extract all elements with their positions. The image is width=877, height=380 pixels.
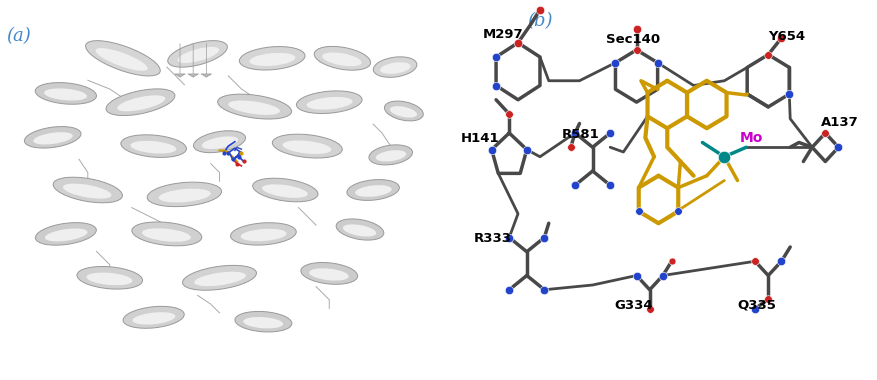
Ellipse shape: [282, 141, 331, 154]
Ellipse shape: [53, 177, 122, 203]
Text: A137: A137: [820, 116, 858, 129]
Ellipse shape: [35, 82, 96, 104]
Ellipse shape: [193, 131, 246, 153]
Ellipse shape: [35, 223, 96, 245]
Ellipse shape: [25, 127, 81, 148]
Ellipse shape: [33, 132, 73, 144]
Ellipse shape: [45, 228, 88, 241]
Ellipse shape: [159, 189, 210, 203]
Ellipse shape: [346, 180, 399, 200]
Ellipse shape: [217, 94, 291, 119]
Ellipse shape: [314, 46, 370, 70]
Ellipse shape: [343, 224, 376, 237]
Ellipse shape: [253, 178, 317, 202]
Ellipse shape: [309, 268, 348, 280]
Ellipse shape: [389, 106, 417, 118]
Ellipse shape: [240, 229, 286, 241]
Ellipse shape: [354, 185, 391, 197]
Ellipse shape: [147, 182, 221, 207]
Ellipse shape: [384, 101, 423, 121]
Ellipse shape: [142, 228, 190, 242]
Ellipse shape: [243, 317, 282, 328]
Ellipse shape: [44, 89, 87, 101]
Text: Y654: Y654: [767, 30, 804, 43]
Ellipse shape: [375, 150, 406, 161]
Text: R581: R581: [561, 128, 599, 141]
Ellipse shape: [235, 312, 291, 332]
Ellipse shape: [249, 53, 295, 66]
Ellipse shape: [63, 184, 111, 199]
Ellipse shape: [132, 222, 202, 246]
Ellipse shape: [261, 184, 307, 198]
Text: G334: G334: [614, 299, 652, 312]
Ellipse shape: [132, 312, 175, 325]
Ellipse shape: [306, 97, 352, 110]
Ellipse shape: [368, 145, 412, 165]
Ellipse shape: [106, 89, 175, 116]
Ellipse shape: [239, 47, 304, 70]
Text: (b): (b): [526, 12, 552, 30]
Text: (a): (a): [7, 28, 32, 46]
Ellipse shape: [85, 41, 160, 76]
Text: Q335: Q335: [737, 299, 775, 312]
Ellipse shape: [87, 272, 132, 285]
Ellipse shape: [123, 306, 184, 328]
Ellipse shape: [231, 223, 296, 245]
Ellipse shape: [77, 266, 142, 289]
Ellipse shape: [96, 48, 147, 71]
Ellipse shape: [272, 134, 342, 158]
Text: R333: R333: [474, 232, 511, 245]
Ellipse shape: [322, 52, 361, 66]
Text: Mo: Mo: [738, 131, 762, 146]
Ellipse shape: [168, 41, 227, 67]
Ellipse shape: [131, 141, 176, 154]
Ellipse shape: [117, 95, 165, 111]
Ellipse shape: [380, 62, 410, 74]
Text: H141: H141: [460, 133, 499, 146]
Ellipse shape: [177, 47, 219, 63]
Ellipse shape: [336, 219, 383, 240]
Ellipse shape: [202, 136, 238, 149]
Ellipse shape: [182, 265, 256, 290]
Ellipse shape: [296, 91, 361, 114]
Text: M297: M297: [482, 28, 523, 41]
Ellipse shape: [121, 135, 186, 157]
Text: Sec140: Sec140: [605, 33, 660, 46]
Ellipse shape: [301, 263, 357, 284]
Ellipse shape: [194, 272, 246, 286]
Ellipse shape: [228, 101, 280, 115]
Ellipse shape: [373, 57, 417, 77]
